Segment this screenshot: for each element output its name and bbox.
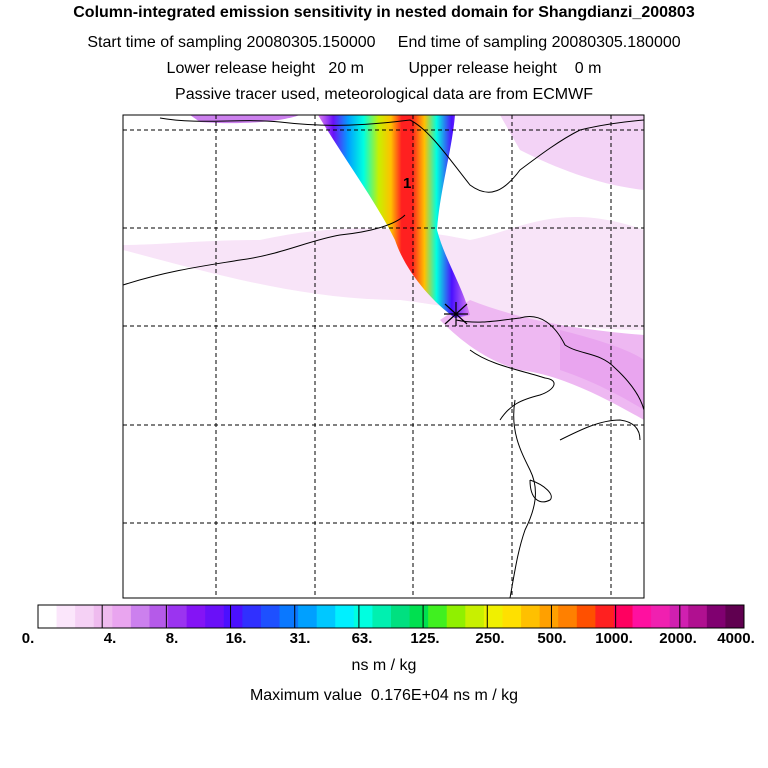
coastline-southeast — [529, 419, 641, 503]
colorbar-swatch — [595, 605, 615, 628]
tracer-info: Passive tracer used, meteorological data… — [175, 86, 593, 103]
colorbar-swatch — [298, 605, 318, 628]
sensitivity-field-pale — [123, 217, 644, 330]
colorbar-swatch — [168, 605, 188, 628]
colorbar-tick-label: 1000. — [595, 630, 633, 647]
colorbar-swatch — [706, 605, 726, 628]
colorbar-swatch — [669, 605, 689, 628]
sensitivity-field-north — [500, 115, 644, 190]
colorbar-swatch — [205, 605, 225, 628]
sensitivity-field-se — [560, 330, 644, 410]
contour-label: 1 — [403, 175, 411, 192]
colorbar-unit: ns m / kg — [351, 657, 417, 674]
colorbar-swatch — [260, 605, 281, 628]
emission-plume — [318, 115, 470, 318]
colorbar-tick-label: 250. — [475, 630, 505, 647]
colorbar-swatch — [502, 605, 522, 628]
coastline-east — [469, 349, 555, 421]
colorbar-swatch — [130, 605, 150, 628]
maximum-value: Maximum value 0.176E+04 ns m / kg — [249, 687, 519, 704]
graticule — [123, 115, 644, 598]
colorbar-swatch — [149, 605, 169, 628]
colorbar-swatch — [38, 605, 58, 628]
colorbar-swatch — [409, 605, 429, 628]
coastlines — [123, 117, 644, 598]
sensitivity-field-east — [440, 300, 644, 420]
colorbar-tick-label: 500. — [537, 630, 567, 647]
colorbar-swatch — [483, 605, 503, 628]
colorbar-tick-label: 125. — [410, 630, 440, 647]
release-heights: Lower release height 20 m Upper release … — [166, 60, 602, 77]
colorbar-swatch — [223, 605, 243, 628]
colorbar-swatch — [56, 605, 76, 628]
colorbar-tick-label: 31. — [289, 630, 311, 647]
colorbar-swatch — [353, 605, 373, 628]
colorbar-tick-label: 0. — [21, 630, 35, 647]
colorbar-swatch — [688, 605, 708, 628]
colorbar-swatch — [651, 605, 671, 628]
colorbar-swatch — [725, 605, 745, 628]
colorbar-tick-label: 16. — [225, 630, 247, 647]
colorbar-swatch — [93, 605, 113, 628]
coastline-south — [509, 399, 536, 598]
colorbar-swatch — [186, 605, 206, 628]
colorbar-swatch — [316, 605, 336, 628]
colorbar-swatch — [465, 605, 485, 628]
colorbar-swatch — [539, 605, 559, 628]
colorbar-swatch — [558, 605, 578, 628]
sampling-times: Start time of sampling 20080305.150000 E… — [87, 34, 681, 51]
colorbar-frame — [37, 604, 745, 629]
coastline-west — [123, 214, 406, 286]
colorbar-swatch — [521, 605, 541, 628]
colorbar-swatch — [335, 605, 355, 628]
colorbar-tick-label: 4000. — [717, 630, 755, 647]
colorbar-tick-label: 63. — [351, 630, 373, 647]
coastline-north — [159, 117, 644, 193]
colorbar-swatch — [391, 605, 411, 628]
colorbar-swatch — [372, 605, 392, 628]
colorbar-tick-label: 2000. — [659, 630, 697, 647]
colorbar-swatch — [242, 605, 262, 628]
colorbar-tick-label: 8. — [165, 630, 179, 647]
colorbar-swatch — [576, 605, 596, 628]
colorbar-swatch — [446, 605, 466, 628]
colorbar-swatch — [613, 605, 634, 628]
colorbar-swatch — [632, 605, 652, 628]
colorbar-swatch — [428, 605, 448, 628]
chart-title: Column-integrated emission sensitivity i… — [73, 4, 695, 21]
map-frame — [122, 114, 645, 599]
colorbar-swatch — [75, 605, 95, 628]
colorbar-swatch — [112, 605, 132, 628]
coastline-bay — [455, 316, 644, 411]
receptor-marker — [444, 302, 468, 326]
colorbar — [37, 604, 745, 629]
colorbar-swatch — [279, 605, 299, 628]
colorbar-tick-label: 4. — [103, 630, 117, 647]
